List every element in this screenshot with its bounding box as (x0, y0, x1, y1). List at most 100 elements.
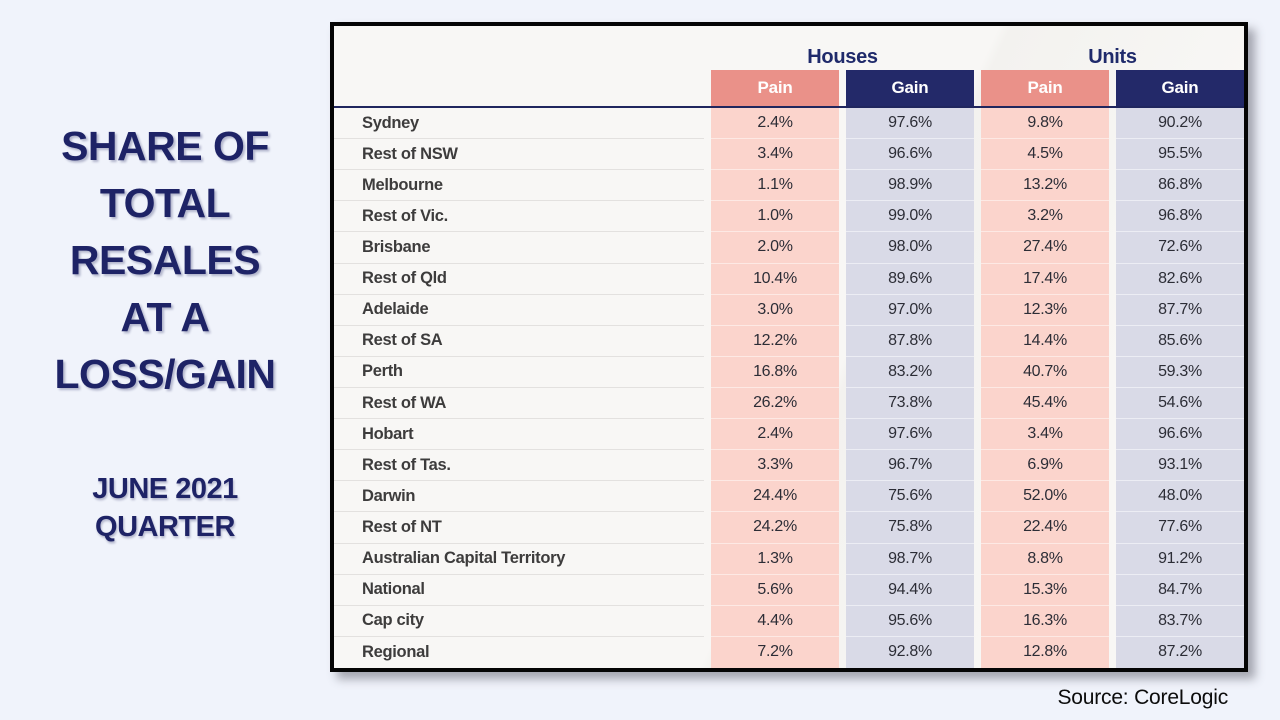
column-header-houses-gain: Gain (846, 70, 974, 106)
pain-value-cell: 7.2% (711, 636, 839, 668)
gain-value-cell: 98.0% (846, 232, 974, 264)
region-label: Rest of SA (334, 326, 704, 357)
gain-value-cell: 96.8% (1116, 201, 1244, 233)
pain-value-cell: 2.0% (711, 232, 839, 264)
region-label: Rest of Tas. (334, 450, 704, 482)
table-row: Rest of SA 12.2% 87.8% 14.4% 85.6% (334, 325, 1244, 357)
gain-value-cell: 87.7% (1116, 294, 1244, 326)
resales-table-panel: Houses Units Pain Gain Pain Gain Sydney 2… (330, 22, 1248, 672)
pain-value-cell: 1.1% (711, 170, 839, 202)
region-label: Australian Capital Territory (334, 544, 704, 575)
gain-value-cell: 92.8% (846, 636, 974, 668)
region-label: Rest of NSW (334, 139, 704, 171)
pain-value-cell: 40.7% (981, 356, 1109, 388)
pain-value-cell: 6.9% (981, 450, 1109, 482)
pain-value-cell: 15.3% (981, 574, 1109, 606)
pain-value-cell: 24.2% (711, 512, 839, 544)
page-subtitle-line: JUNE 2021 (92, 473, 238, 505)
region-label: Regional (362, 642, 430, 661)
gain-value-cell: 59.3% (1116, 356, 1244, 388)
page-title-line: AT A (120, 294, 210, 340)
pain-value-cell: 3.4% (981, 419, 1109, 451)
gain-value-cell: 89.6% (846, 263, 974, 295)
pain-value-cell: 8.8% (981, 543, 1109, 575)
pain-value-cell: 3.4% (711, 139, 839, 171)
region-label: Rest of NT (334, 512, 704, 544)
table-row: Melbourne 1.1% 98.9% 13.2% 86.8% (334, 170, 1244, 202)
gain-value-cell: 93.1% (1116, 450, 1244, 482)
region-label: Brisbane (334, 232, 704, 264)
gain-value-cell: 83.2% (846, 356, 974, 388)
pain-value-cell: 1.3% (711, 543, 839, 575)
gain-value-cell: 96.7% (846, 450, 974, 482)
pain-value-cell: 10.4% (711, 263, 839, 295)
gain-value-cell: 87.8% (846, 325, 974, 357)
gain-value-cell: 97.6% (846, 108, 974, 140)
pain-value-cell: 3.3% (711, 450, 839, 482)
page-title-line: LOSS/GAIN (54, 351, 276, 397)
page-title-line: SHARE OF (61, 123, 269, 169)
pain-value-cell: 3.2% (981, 201, 1109, 233)
region-label: National (334, 575, 704, 606)
pain-value-cell: 5.6% (711, 574, 839, 606)
gain-value-cell: 75.6% (846, 481, 974, 513)
region-label: Perth (334, 357, 704, 388)
gain-value-cell: 98.9% (846, 170, 974, 202)
gain-value-cell: 75.8% (846, 512, 974, 544)
region-label: Darwin (334, 481, 704, 513)
gain-value-cell: 99.0% (846, 201, 974, 233)
region-label: Rest of Vic. (334, 201, 704, 233)
table-row: Hobart 2.4% 97.6% 3.4% 96.6% (334, 419, 1244, 451)
gain-value-cell: 97.0% (846, 294, 974, 326)
column-header-houses-pain: Pain (711, 70, 839, 106)
region-label: Melbourne (334, 170, 704, 202)
pain-value-cell: 2.4% (711, 108, 839, 140)
region-label: Rest of Qld (334, 264, 704, 295)
table-row: Rest of Tas. 3.3% 96.7% 6.9% 93.1% (334, 450, 1244, 482)
pain-value-cell: 17.4% (981, 263, 1109, 295)
pain-value-cell: 3.0% (711, 294, 839, 326)
table-group-header-row: Houses Units (334, 26, 1244, 70)
gain-value-cell: 73.8% (846, 387, 974, 420)
gain-value-cell: 95.5% (1116, 139, 1244, 171)
table-row: Rest of Qld 10.4% 89.6% 17.4% 82.6% (334, 263, 1244, 295)
pain-value-cell: 16.3% (981, 605, 1109, 637)
table-row: Brisbane 2.0% 98.0% 27.4% 72.6% (334, 232, 1244, 264)
gain-value-cell: 94.4% (846, 574, 974, 606)
page-title-line: RESALES (69, 237, 261, 283)
gain-value-cell: 83.7% (1116, 605, 1244, 637)
pain-value-cell: 2.4% (711, 419, 839, 451)
region-label: Hobart (334, 419, 704, 451)
page-subtitle: JUNE 2021 QUARTER (0, 470, 330, 546)
table-row: Rest of NT 24.2% 75.8% 22.4% 77.6% (334, 512, 1244, 544)
pain-value-cell: 4.5% (981, 139, 1109, 171)
pain-value-cell: 26.2% (711, 387, 839, 420)
pain-value-cell: 14.4% (981, 325, 1109, 357)
table-row: Sydney 2.4% 97.6% 9.8% 90.2% (334, 108, 1244, 140)
pain-value-cell: 12.2% (711, 325, 839, 357)
gain-value-cell: 86.8% (1116, 170, 1244, 202)
region-label: Sydney (334, 108, 704, 140)
gain-value-cell: 98.7% (846, 543, 974, 575)
pain-value-cell: 4.4% (711, 605, 839, 637)
table-rows: Sydney 2.4% 97.6% 9.8% 90.2% Rest of NSW 3.4% 9… (334, 108, 1244, 668)
table-row: Cap city 4.4% 95.6% 16.3% 83.7% (334, 605, 1244, 637)
pain-value-cell: 12.3% (981, 294, 1109, 326)
table-row: Regional 7.2% 92.8% 12.8% 87.2% (334, 636, 1244, 668)
gain-value-cell: 87.2% (1116, 636, 1244, 668)
region-label: Adelaide (334, 295, 704, 326)
gain-value-cell: 85.6% (1116, 325, 1244, 357)
table-row: National 5.6% 94.4% 15.3% 84.7% (334, 574, 1244, 606)
header-divider-line (334, 106, 1244, 108)
table-row: Rest of Vic. 1.0% 99.0% 3.2% 96.8% (334, 201, 1244, 233)
region-label: Cap city (334, 606, 704, 637)
gain-value-cell: 97.6% (846, 419, 974, 451)
gain-value-cell: 96.6% (1116, 419, 1244, 451)
gain-value-cell: 48.0% (1116, 481, 1244, 513)
column-header-units-pain: Pain (981, 70, 1109, 106)
gain-value-cell: 82.6% (1116, 263, 1244, 295)
pain-value-cell: 45.4% (981, 387, 1109, 420)
gain-value-cell: 95.6% (846, 605, 974, 637)
source-credit: Source: CoreLogic (1057, 686, 1228, 709)
gain-value-cell: 72.6% (1116, 232, 1244, 264)
